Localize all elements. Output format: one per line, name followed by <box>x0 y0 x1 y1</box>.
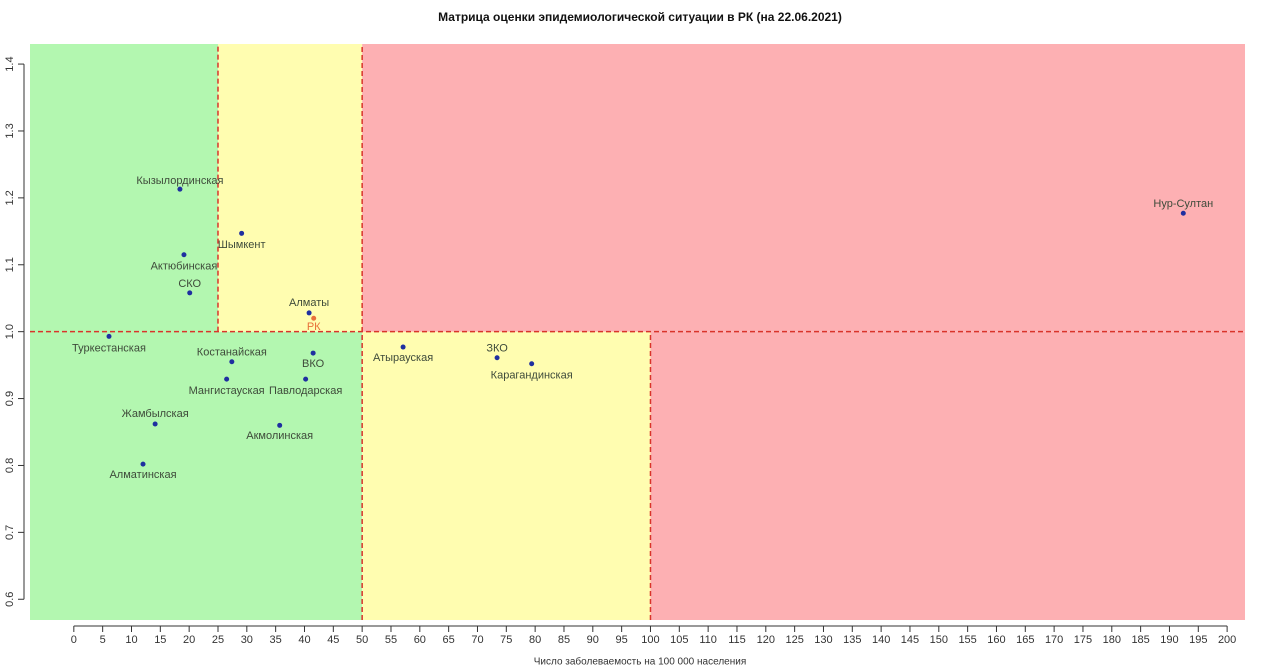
x-tick-label: 25 <box>212 634 224 646</box>
point <box>187 290 193 296</box>
point <box>494 355 500 361</box>
y-tick-label: 1.1 <box>4 257 16 272</box>
point-label: Павлодарская <box>269 385 342 397</box>
point <box>229 359 235 365</box>
point-label: СКО <box>178 278 201 290</box>
zone <box>650 331 1245 620</box>
y-tick-label: 0.6 <box>4 592 16 607</box>
point-label: Акмолинская <box>246 430 313 442</box>
y-tick-label: 1.0 <box>4 324 16 339</box>
y-tick-label: 1.4 <box>4 56 16 71</box>
x-tick-label: 175 <box>1074 634 1092 646</box>
point-label: Актюбинская <box>151 261 218 273</box>
point <box>306 310 312 316</box>
zone <box>217 44 363 332</box>
y-tick-label: 0.9 <box>4 391 16 406</box>
point-label: Кызылординская <box>136 175 223 187</box>
point-label: Атырауская <box>373 352 433 364</box>
x-tick-label: 170 <box>1045 634 1063 646</box>
x-tick-label: 75 <box>500 634 512 646</box>
point <box>1180 210 1186 216</box>
x-tick-label: 90 <box>587 634 599 646</box>
x-tick-label: 10 <box>125 634 137 646</box>
x-tick-label: 30 <box>241 634 253 646</box>
zone <box>362 331 651 620</box>
x-tick-label: 40 <box>298 634 310 646</box>
point <box>181 252 187 258</box>
x-tick-label: 45 <box>327 634 339 646</box>
point-label: Туркестанская <box>72 342 146 354</box>
point <box>310 350 316 356</box>
x-tick-label: 95 <box>616 634 628 646</box>
x-tick-label: 5 <box>100 634 106 646</box>
x-tick-label: 165 <box>1016 634 1034 646</box>
x-tick-label: 50 <box>356 634 368 646</box>
point <box>106 333 112 339</box>
point <box>277 422 283 428</box>
x-tick-label: 20 <box>183 634 195 646</box>
zone <box>362 44 1245 332</box>
x-tick-label: 85 <box>558 634 570 646</box>
point <box>140 461 146 467</box>
x-tick-label: 190 <box>1160 634 1178 646</box>
x-tick-label: 120 <box>757 634 775 646</box>
chart-title: Матрица оценки эпидемиологической ситуац… <box>438 10 842 24</box>
point-label: РК <box>307 321 321 333</box>
x-tick-label: 35 <box>270 634 282 646</box>
y-tick-label: 1.3 <box>4 123 16 138</box>
x-tick-label: 130 <box>814 634 832 646</box>
x-tick-label: 135 <box>843 634 861 646</box>
point-label: Карагандинская <box>491 370 573 382</box>
x-tick-label: 70 <box>471 634 483 646</box>
point <box>177 186 183 192</box>
x-tick-label: 195 <box>1189 634 1207 646</box>
x-tick-label: 0 <box>71 634 77 646</box>
x-axis-label: Число заболеваемость на 100 000 населени… <box>534 656 747 666</box>
point-label: Нур-Султан <box>1153 198 1213 210</box>
x-tick-label: 80 <box>529 634 541 646</box>
x-tick-label: 145 <box>901 634 919 646</box>
x-tick-label: 15 <box>154 634 166 646</box>
point <box>152 421 158 427</box>
x-tick-label: 105 <box>670 634 688 646</box>
point-label: Алматинская <box>109 469 176 481</box>
point-label: Костанайская <box>197 347 267 359</box>
y-tick-label: 0.8 <box>4 458 16 473</box>
x-tick-label: 110 <box>699 634 717 646</box>
y-tick-label: 0.7 <box>4 525 16 540</box>
x-tick-label: 155 <box>958 634 976 646</box>
x-tick-label: 60 <box>414 634 426 646</box>
x-tick-label: 160 <box>987 634 1005 646</box>
x-tick-label: 125 <box>785 634 803 646</box>
point-label: Шымкент <box>218 239 266 251</box>
x-tick-label: 115 <box>728 634 746 646</box>
point-label: Мангистауская <box>189 385 265 397</box>
x-tick-label: 200 <box>1218 634 1236 646</box>
x-tick-label: 180 <box>1103 634 1121 646</box>
point-label: Алматы <box>289 297 329 309</box>
point-label: Жамбылская <box>122 408 189 420</box>
point <box>239 230 245 236</box>
point <box>224 376 230 382</box>
point <box>400 344 406 350</box>
x-tick-label: 55 <box>385 634 397 646</box>
point <box>529 361 535 367</box>
zone <box>217 331 363 620</box>
x-tick-label: 150 <box>930 634 948 646</box>
x-tick-label: 140 <box>872 634 890 646</box>
x-tick-label: 185 <box>1131 634 1149 646</box>
point-label: ВКО <box>302 358 325 370</box>
point <box>303 376 309 382</box>
y-tick-label: 1.2 <box>4 190 16 205</box>
point-label: ЗКО <box>486 343 508 355</box>
x-tick-label: 65 <box>443 634 455 646</box>
point <box>311 315 317 321</box>
x-tick-label: 100 <box>641 634 659 646</box>
